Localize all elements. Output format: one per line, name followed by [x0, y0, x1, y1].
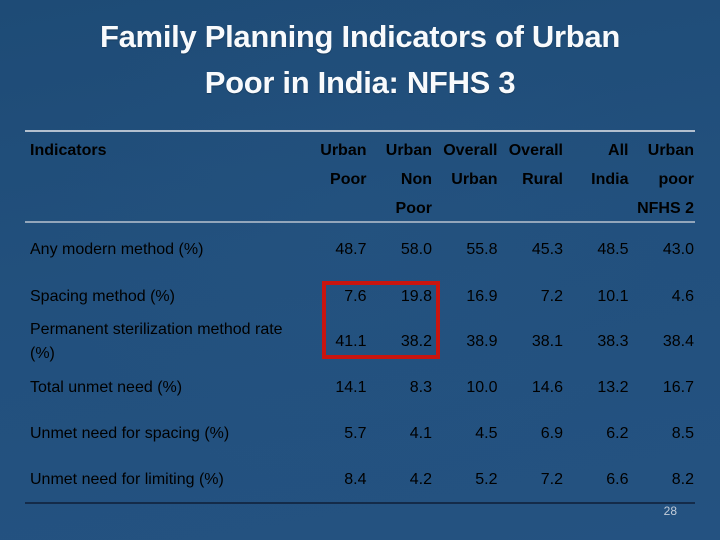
header-urban-poor: Urban Poor — [320, 142, 367, 188]
value-cell: 8.5 — [671, 425, 694, 442]
row-label: Any modern method (%) — [30, 241, 204, 258]
value-cell: 6.6 — [606, 471, 629, 488]
value-cell: 6.2 — [606, 425, 629, 442]
value-cell: 38.3 — [597, 333, 629, 350]
header-overall-rural: Overall Rural — [508, 142, 563, 188]
value-cell: 14.1 — [335, 379, 367, 396]
row-label: Spacing method (%) — [30, 288, 175, 305]
row-label: Total unmet need (%) — [30, 379, 183, 396]
table-header-row: Indicators Urban Poor Urban Non Poor Ove… — [25, 133, 695, 223]
value-cell: 14.6 — [531, 379, 563, 396]
value-cell: 7.2 — [540, 288, 563, 305]
row-label: Unmet need for limiting (%) — [30, 471, 224, 488]
row-label: Permanent sterilization method rate (%) — [30, 321, 283, 362]
header-urban-poor-nfhs2: Urban poor NFHS 2 — [637, 142, 694, 217]
value-cell: 13.2 — [597, 379, 629, 396]
value-cell: 41.1 — [335, 333, 367, 350]
value-cell: 4.1 — [409, 425, 432, 442]
table-row: Unmet need for spacing (%) 5.7 4.1 4.5 6… — [25, 420, 695, 448]
table-row: Permanent sterilization method rate (%) … — [25, 318, 695, 366]
value-cell: 38.1 — [531, 333, 563, 350]
value-cell: 7.6 — [344, 288, 367, 305]
row-label: Unmet need for spacing (%) — [30, 425, 230, 442]
value-cell: 19.8 — [400, 288, 432, 305]
header-all-india: All India — [591, 142, 629, 188]
table-bottom-rule — [25, 502, 695, 504]
table-row: Spacing method (%) 7.6 19.8 16.9 7.2 10.… — [25, 283, 695, 311]
page-number: 28 — [663, 504, 677, 518]
value-cell: 16.7 — [662, 379, 694, 396]
value-cell: 43.0 — [662, 241, 694, 258]
value-cell: 10.0 — [466, 379, 498, 396]
value-cell: 4.6 — [671, 288, 694, 305]
header-overall-urban: Overall Urban — [443, 142, 498, 188]
value-cell: 8.3 — [409, 379, 432, 396]
value-cell: 8.2 — [671, 471, 694, 488]
value-cell: 4.5 — [475, 425, 498, 442]
table-row: Total unmet need (%) 14.1 8.3 10.0 14.6 … — [25, 374, 695, 402]
value-cell: 7.2 — [540, 471, 563, 488]
value-cell: 5.2 — [475, 471, 498, 488]
value-cell: 58.0 — [400, 241, 432, 258]
slide-title: Family Planning Indicators of Urban Poor… — [99, 19, 620, 100]
value-cell: 38.9 — [466, 333, 498, 350]
value-cell: 48.7 — [335, 241, 367, 258]
value-cell: 38.2 — [400, 333, 432, 350]
value-cell: 8.4 — [344, 471, 367, 488]
value-cell: 48.5 — [597, 241, 629, 258]
header-urban-non-poor: Urban Non Poor — [385, 142, 432, 217]
value-cell: 5.7 — [344, 425, 367, 442]
value-cell: 38.4 — [662, 333, 694, 350]
value-cell: 55.8 — [466, 241, 498, 258]
table-row: Unmet need for limiting (%) 8.4 4.2 5.2 … — [25, 466, 695, 494]
value-cell: 16.9 — [466, 288, 498, 305]
value-cell: 6.9 — [540, 425, 563, 442]
table-row: Any modern method (%) 48.7 58.0 55.8 45.… — [25, 236, 695, 264]
value-cell: 10.1 — [597, 288, 629, 305]
value-cell: 45.3 — [531, 241, 563, 258]
value-cell: 4.2 — [409, 471, 432, 488]
header-indicators: Indicators — [30, 142, 107, 159]
table-header-rule — [25, 221, 695, 223]
table-top-rule — [25, 130, 695, 132]
